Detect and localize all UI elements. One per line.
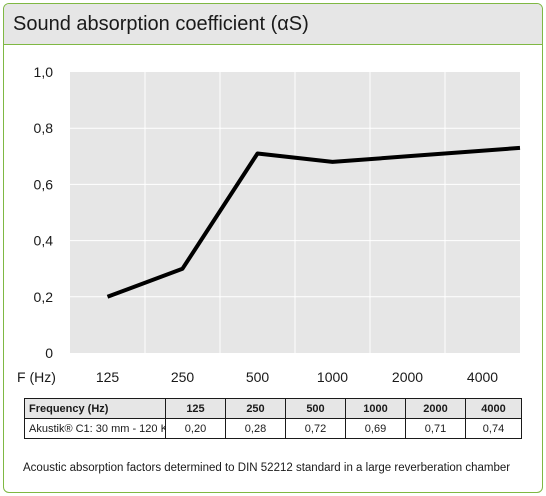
x-tick-label: 250	[171, 369, 195, 385]
y-tick-label: 0,8	[34, 120, 54, 136]
chart-panel: Sound absorption coefficient (αS) 1,0 0,8…	[3, 3, 543, 493]
y-tick-label: 0	[45, 345, 53, 361]
table-header-cell: 250	[225, 398, 286, 419]
series-line	[106, 145, 521, 299]
table-cell: 0,72	[285, 418, 346, 439]
y-tick-label: 0,6	[34, 176, 54, 192]
series-group	[106, 145, 521, 299]
x-tick-label: 500	[246, 369, 270, 385]
y-tick-label: 0,2	[34, 289, 54, 305]
x-tick-label: 4000	[467, 369, 498, 385]
x-axis-label: F (Hz)	[17, 369, 56, 385]
grid-lines	[70, 72, 520, 353]
table-cell: 0,20	[165, 418, 226, 439]
table-row-label: Akustik® C1: 30 mm - 120 Kg/m³	[24, 418, 166, 439]
y-axis-ticks: 1,0 0,8 0,6 0,4 0,2 0	[34, 64, 54, 361]
x-tick-label: 2000	[392, 369, 423, 385]
x-tick-label: 125	[96, 369, 120, 385]
chart-title: Sound absorption coefficient (αS)	[13, 13, 309, 35]
table-header-cell: 125	[165, 398, 226, 419]
table-header-cell: 500	[285, 398, 346, 419]
table-cell: 0,74	[465, 418, 522, 439]
table-header-cell: 4000	[465, 398, 522, 419]
table-header-row: Frequency (Hz) 125 250 500 1000 2000 400…	[24, 398, 522, 419]
y-tick-label: 0,4	[34, 233, 54, 249]
table-header-frequency: Frequency (Hz)	[24, 398, 166, 419]
y-tick-label: 1,0	[34, 64, 54, 80]
footnote: Acoustic absorption factors determined t…	[23, 462, 511, 474]
x-tick-label: 1000	[317, 369, 348, 385]
table-cell: 0,71	[405, 418, 466, 439]
table-cell: 0,28	[225, 418, 286, 439]
table-header-cell: 2000	[405, 398, 466, 419]
absorption-table: Frequency (Hz) 125 250 500 1000 2000 400…	[24, 398, 522, 439]
title-bar: Sound absorption coefficient (αS)	[4, 4, 542, 45]
line-chart: 1,0 0,8 0,6 0,4 0,2 0 125 250 500 1000 2000 4000 F…	[17, 64, 521, 385]
x-axis-ticks: 125 250 500 1000 2000 4000	[96, 369, 498, 385]
table-row: Akustik® C1: 30 mm - 120 Kg/m³ 0,20 0,28…	[24, 418, 522, 439]
table-cell: 0,69	[345, 418, 406, 439]
table-header-cell: 1000	[345, 398, 406, 419]
